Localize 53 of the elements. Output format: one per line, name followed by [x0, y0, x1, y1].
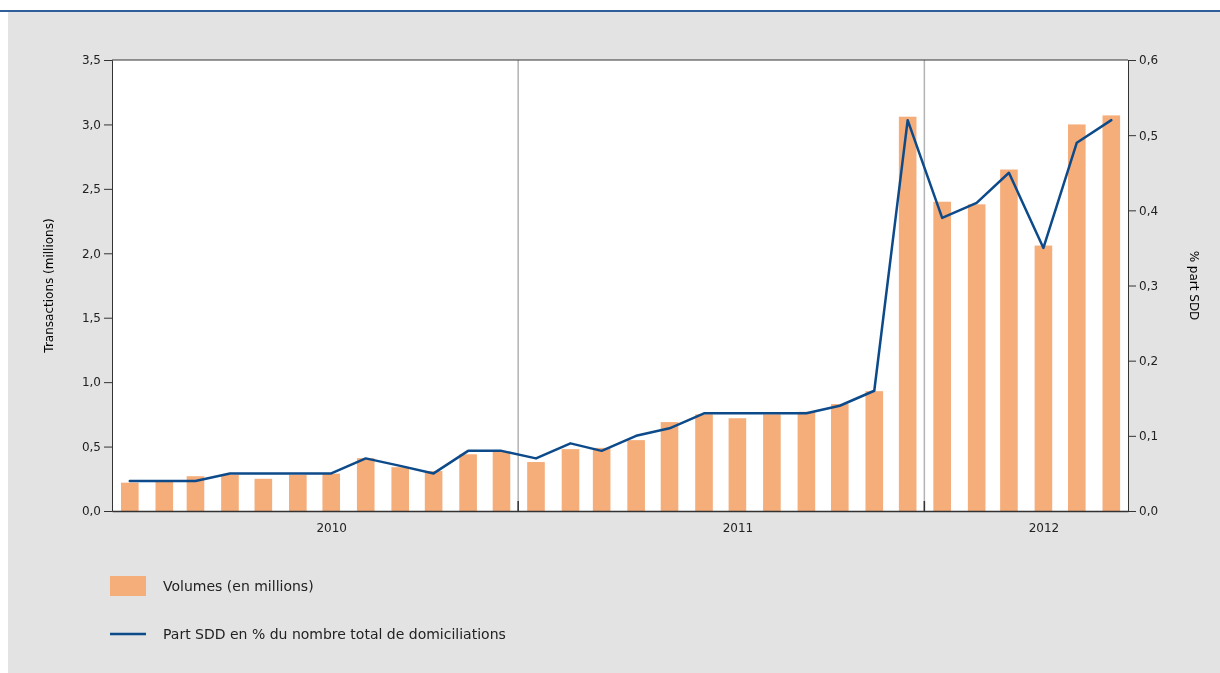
bar [865, 391, 884, 511]
y2-tick-label: 0,6 [1139, 53, 1159, 68]
x-tick-label: 2012 [1028, 520, 1060, 535]
bar [186, 476, 205, 511]
bar [1034, 245, 1053, 511]
x-tick-label: 2010 [316, 520, 347, 535]
y-tick-label: 1,0 [81, 375, 101, 390]
y2-axis-title: % part SDD [1187, 250, 1201, 321]
y2-tick-label: 0,0 [1139, 504, 1159, 519]
y2-tick-label: 0,4 [1139, 203, 1159, 218]
bar [221, 474, 239, 511]
bar [391, 467, 410, 511]
bar [797, 411, 816, 511]
bar [459, 454, 477, 511]
line-series [128, 118, 1113, 483]
bar [660, 422, 679, 511]
bar [695, 414, 713, 511]
y-axis-title: Transactions (millions) [42, 218, 56, 354]
bar [933, 201, 951, 511]
bar [830, 404, 849, 511]
legend-label: Part SDD en % du nombre total de domiciliations [163, 626, 506, 642]
y2-tick-label: 0,1 [1139, 429, 1159, 444]
x-tick-label: 2011 [722, 520, 754, 535]
bar [627, 440, 645, 511]
bar [763, 414, 781, 511]
bar [424, 471, 443, 511]
legend-label: Volumes (en millions) [163, 578, 314, 594]
y2-tick-label: 0,5 [1139, 128, 1159, 143]
y-tick-label: 3,5 [81, 53, 101, 68]
bar [289, 474, 307, 511]
bar [155, 481, 174, 511]
bar [492, 451, 511, 511]
bar [561, 449, 580, 511]
bar [967, 204, 986, 511]
bar [254, 478, 273, 511]
y-tick-label: 1,5 [81, 311, 101, 326]
y-tick-label: 0,0 [81, 504, 101, 519]
bar [121, 482, 139, 511]
y-tick-label: 0,5 [81, 439, 101, 454]
bar [356, 458, 375, 511]
bar [1000, 169, 1018, 511]
y2-tick-label: 0,3 [1139, 278, 1159, 293]
bar [1068, 124, 1086, 511]
bar [1102, 115, 1121, 511]
bar [527, 462, 545, 511]
y-tick-label: 2,0 [81, 246, 101, 261]
bar [728, 418, 747, 511]
bar [592, 447, 611, 511]
y-tick-label: 2,5 [81, 182, 101, 197]
bar [898, 116, 917, 511]
y2-tick-label: 0,2 [1139, 354, 1159, 369]
y-tick-label: 3,0 [81, 117, 101, 132]
bar [322, 473, 341, 511]
